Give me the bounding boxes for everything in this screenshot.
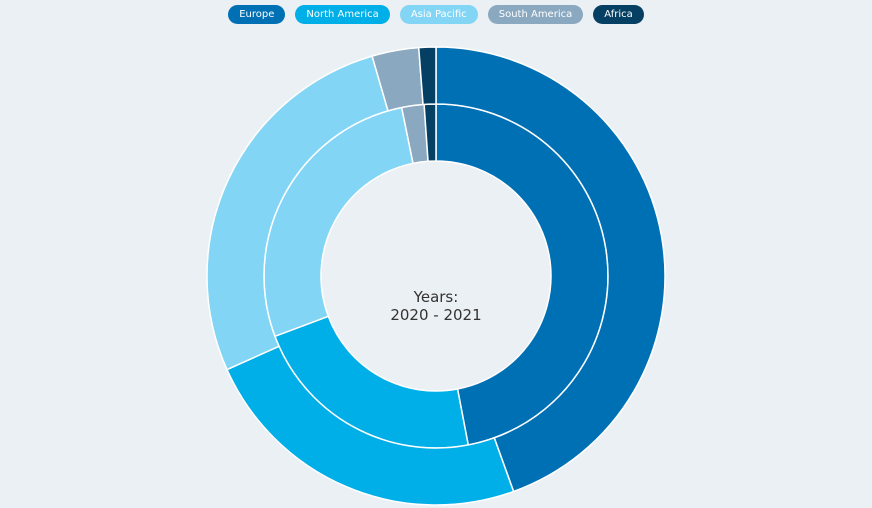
center-label-line1: Years: xyxy=(413,288,459,306)
legend-item-asia-pacific[interactable]: Asia Pacific xyxy=(399,5,478,24)
legend-item-north-america[interactable]: North America xyxy=(295,5,390,24)
legend-item-africa[interactable]: Africa xyxy=(593,5,644,24)
center-label-line2: 2020 - 2021 xyxy=(390,306,481,324)
legend-item-south-america[interactable]: South America xyxy=(487,5,584,24)
outer-ring xyxy=(206,46,666,506)
chart-legend: Europe North America Asia Pacific South Ame… xyxy=(0,5,872,24)
outer-slice-europe[interactable] xyxy=(435,46,666,493)
legend-item-europe[interactable]: Europe xyxy=(228,5,286,24)
outer-slice-asia-pacific[interactable] xyxy=(206,55,389,371)
inner-ring xyxy=(263,103,609,449)
outer-slice-africa[interactable] xyxy=(417,46,437,106)
